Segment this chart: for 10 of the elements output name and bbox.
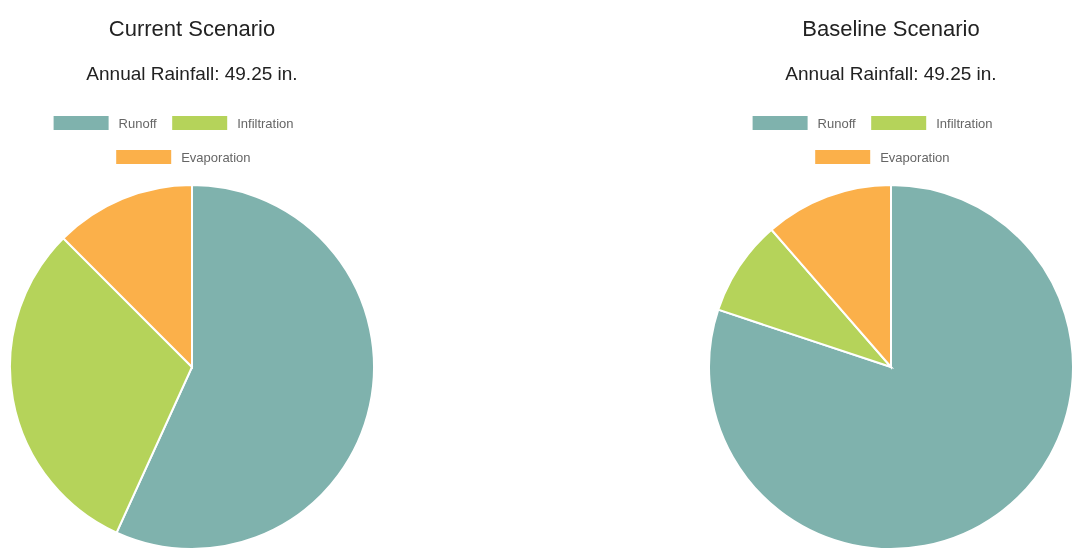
legend-label: Runoff bbox=[118, 116, 158, 131]
chart-title: Baseline Scenario bbox=[802, 16, 980, 41]
legend-label: Infiltration bbox=[936, 116, 993, 131]
chart-subtitle: Annual Rainfall: 49.25 in. bbox=[86, 63, 298, 84]
legend-label: Runoff bbox=[817, 116, 857, 131]
legend-label: Evaporation bbox=[181, 150, 251, 165]
legend-label: Evaporation bbox=[880, 150, 950, 165]
legend-label: Infiltration bbox=[237, 116, 294, 131]
chart-title: Current Scenario bbox=[108, 16, 276, 41]
chart-subtitle: Annual Rainfall: 49.25 in. bbox=[785, 63, 997, 84]
